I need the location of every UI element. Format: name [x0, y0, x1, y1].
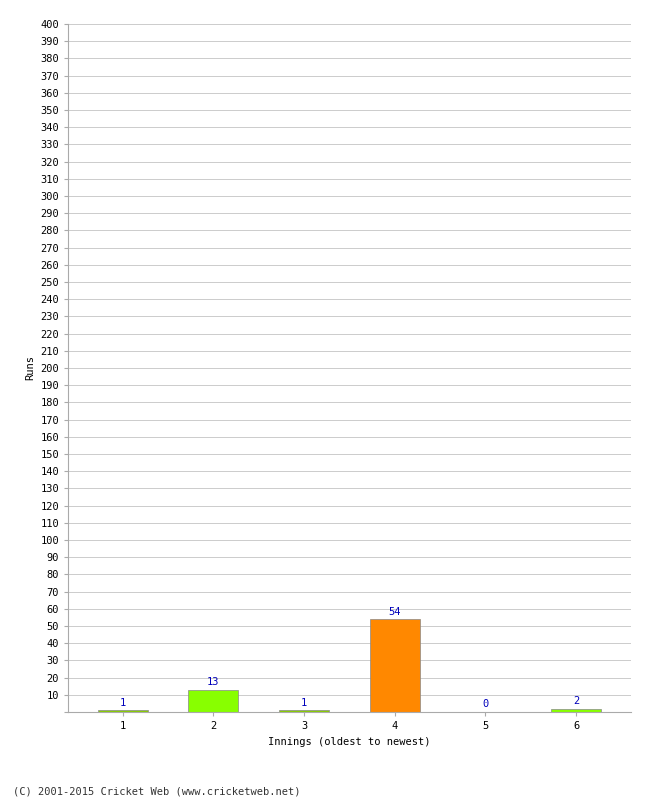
Text: 54: 54 — [389, 606, 401, 617]
Text: 2: 2 — [573, 696, 579, 706]
Y-axis label: Runs: Runs — [25, 355, 35, 381]
Bar — [370, 619, 420, 712]
Text: 1: 1 — [120, 698, 126, 708]
X-axis label: Innings (oldest to newest): Innings (oldest to newest) — [268, 737, 430, 746]
Bar — [98, 710, 148, 712]
Text: 13: 13 — [207, 677, 220, 687]
Text: 0: 0 — [482, 699, 489, 710]
Bar — [279, 710, 329, 712]
Bar — [188, 690, 239, 712]
Text: 1: 1 — [301, 698, 307, 708]
Bar — [551, 709, 601, 712]
Text: (C) 2001-2015 Cricket Web (www.cricketweb.net): (C) 2001-2015 Cricket Web (www.cricketwe… — [13, 786, 300, 796]
